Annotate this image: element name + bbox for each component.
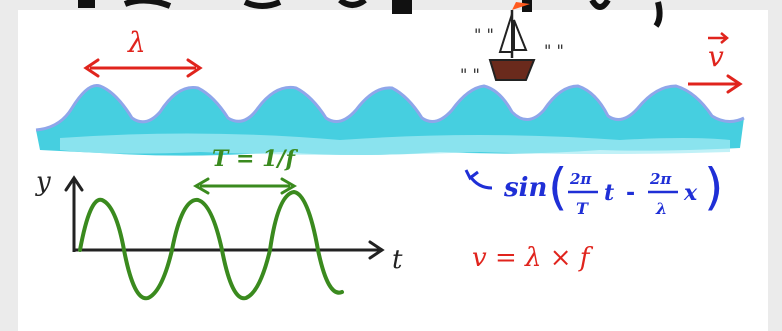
formula-var-t: t [604, 180, 614, 206]
period-arrow [193, 177, 297, 195]
sailboat-icon [488, 2, 536, 81]
sea-foam [60, 133, 730, 155]
y-axis-label: y [35, 167, 51, 197]
top-cutoff-strokes [78, 0, 663, 28]
motion-marks-left: " " [474, 25, 494, 44]
phase-formula: sin ( 2π T t - 2π λ x ) [464, 158, 724, 218]
velocity-formula: v = λ × f [472, 243, 594, 273]
formula-num-2: 2π [649, 170, 672, 188]
wave-crest-line [35, 83, 745, 132]
formula-open-paren: ( [548, 158, 568, 216]
formula-sin: sin [503, 173, 547, 203]
wavelength-label: λ [127, 26, 146, 59]
sine-curve [78, 189, 344, 301]
t-axis-label: t [392, 245, 403, 275]
formula-minus: - [626, 181, 635, 206]
formula-var-x: x [683, 180, 698, 206]
formula-den-2: λ [655, 199, 667, 218]
motion-marks-low: " " [460, 65, 480, 84]
period-label: T = 1/f [212, 146, 298, 172]
formula-num-1: 2π [569, 170, 592, 188]
motion-marks-right: " " [544, 41, 564, 60]
formula-den-1: T [576, 199, 589, 218]
velocity-arrow [688, 32, 743, 94]
formula-close-paren: ) [704, 158, 724, 216]
velocity-label: v [708, 40, 724, 73]
wavelength-arrow [83, 58, 203, 78]
sea-waves [35, 83, 745, 156]
whiteboard [18, 10, 768, 331]
